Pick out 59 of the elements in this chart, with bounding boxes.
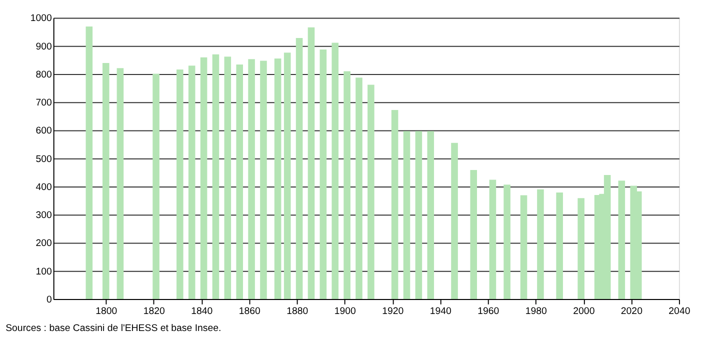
x-tick-label: 1900: [334, 306, 357, 318]
x-tick-label: 1920: [382, 306, 404, 318]
bar: [578, 198, 584, 300]
bar: [451, 142, 458, 300]
y-tick-label: 700: [36, 98, 52, 109]
bar: [248, 59, 255, 300]
x-tick-label: 1980: [525, 306, 548, 318]
bar: [415, 131, 422, 300]
bar: [356, 78, 362, 300]
y-tick-label: 600: [36, 126, 52, 137]
y-tick-label: 300: [36, 210, 52, 222]
bar: [102, 63, 110, 300]
x-tick-label: 1940: [430, 306, 452, 318]
y-tick-label: 400: [36, 182, 52, 193]
y-tick-label: 0: [46, 294, 52, 306]
y-tick-label: 1000: [30, 13, 52, 24]
bar: [368, 84, 374, 300]
bar: [489, 180, 496, 300]
x-tick-label: 1840: [191, 306, 214, 318]
x-tick-label: 1800: [96, 306, 118, 318]
bar: [556, 192, 563, 300]
bar: [403, 131, 410, 300]
x-tick-label: 1860: [238, 306, 262, 318]
bar: [260, 60, 267, 300]
y-tick-label: 100: [36, 266, 52, 278]
x-tick-label: 1820: [143, 306, 166, 318]
bar: [274, 58, 282, 300]
bar: [284, 52, 291, 300]
bar: [188, 66, 196, 300]
y-tick-label: 500: [36, 154, 52, 165]
source-note: Sources : base Cassini de l'EHESS et base Insee.: [6, 323, 222, 334]
bar: [332, 42, 339, 300]
y-tick-label: 900: [36, 41, 52, 52]
bar: [116, 68, 124, 300]
bar: [236, 64, 243, 300]
y-tick-label: 200: [36, 238, 52, 250]
x-tick-label: 2000: [573, 306, 596, 318]
bar: [320, 50, 327, 300]
bar: [224, 56, 232, 300]
bar: [212, 54, 220, 300]
bar: [427, 131, 434, 300]
bar: [86, 26, 93, 300]
x-tick-label: 2040: [668, 306, 691, 318]
bar: [537, 189, 544, 300]
y-tick-label: 800: [36, 69, 52, 80]
bar: [520, 195, 528, 300]
bar: [470, 170, 477, 300]
bar: [618, 180, 626, 300]
bar: [504, 184, 510, 300]
bar: [391, 110, 398, 300]
bar: [152, 74, 160, 300]
bar: [308, 27, 315, 300]
bar: [344, 71, 350, 300]
bar: [200, 57, 208, 300]
x-tick-label: 2020: [620, 306, 644, 318]
bar: [296, 38, 303, 300]
x-tick-label: 1960: [478, 306, 500, 318]
bar: [176, 70, 184, 300]
x-tick-label: 1880: [286, 306, 309, 318]
